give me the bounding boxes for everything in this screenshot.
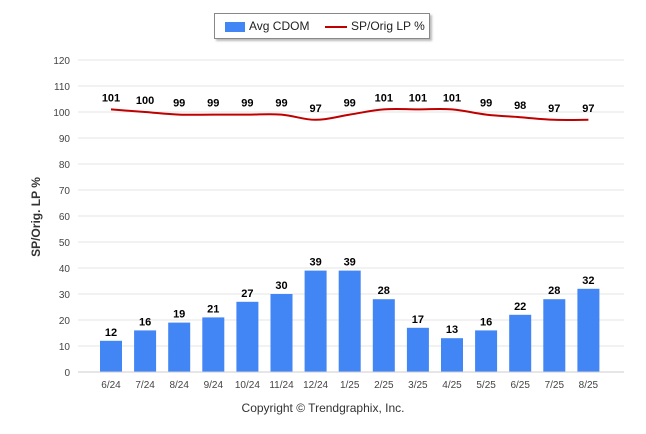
line-value-label: 97 xyxy=(309,103,321,115)
bar-value-label: 16 xyxy=(480,316,492,328)
bar-value-label: 12 xyxy=(105,327,117,339)
bar-value-label: 28 xyxy=(378,285,390,297)
line-value-label: 99 xyxy=(173,98,185,110)
line-series xyxy=(110,107,589,122)
y-axis-title: SP/Orig. LP % xyxy=(29,177,43,257)
y-tick-label: 10 xyxy=(59,342,71,353)
bar-12/24 xyxy=(304,270,327,372)
bar-value-label: 39 xyxy=(309,257,321,269)
line-value-label: 101 xyxy=(375,92,393,104)
bar-2/25 xyxy=(372,299,395,372)
y-tick-label: 100 xyxy=(53,108,70,119)
legend-label: SP/Orig LP % xyxy=(351,19,425,33)
x-tick-label: 8/24 xyxy=(169,380,189,391)
x-tick-label: 4/25 xyxy=(442,380,462,391)
bar-7/25 xyxy=(543,299,566,372)
line-value-label: 99 xyxy=(275,98,287,110)
x-tick-label: 9/24 xyxy=(204,380,224,391)
legend-line-swatch xyxy=(325,25,347,28)
axes: 0 10 20 30 40 50 60 70 80 90 100 110 120 6/24 7/24 8/24… xyxy=(53,56,624,391)
bar-value-label: 17 xyxy=(412,314,424,326)
y-tick-label: 40 xyxy=(59,264,71,275)
y-tick-label: 110 xyxy=(54,82,70,93)
x-tick-label: 7/24 xyxy=(135,380,155,391)
line-value-label: 99 xyxy=(480,98,492,110)
bar-4/25 xyxy=(441,338,463,372)
bar-1/25 xyxy=(338,270,361,372)
x-tick-label: 6/24 xyxy=(101,380,121,391)
y-tick-label: 80 xyxy=(59,160,71,171)
bar-value-label: 30 xyxy=(275,280,287,292)
bar-value-label: 21 xyxy=(207,303,219,315)
x-tick-label: 2/25 xyxy=(374,380,394,391)
bar-6/25 xyxy=(509,314,532,372)
line-value-label: 101 xyxy=(443,92,461,104)
bar-9/24 xyxy=(202,317,225,372)
y-tick-label: 50 xyxy=(59,238,71,249)
bar-value-label: 39 xyxy=(344,257,356,269)
y-tick-label: 90 xyxy=(59,134,71,145)
bar-value-label: 22 xyxy=(514,301,526,313)
bar-value-label: 28 xyxy=(548,285,560,297)
grid-lines xyxy=(78,59,624,373)
x-tick-label: 11/24 xyxy=(269,380,294,391)
line-value-label: 100 xyxy=(136,95,154,107)
line-value-label: 101 xyxy=(102,92,120,104)
sp-orig-lp-line xyxy=(110,107,589,122)
y-tick-label: 20 xyxy=(59,316,71,327)
legend-bar-swatch xyxy=(225,21,245,32)
bar-8/25 xyxy=(577,288,600,372)
bar-value-label: 27 xyxy=(241,288,253,300)
bar-value-label: 32 xyxy=(582,275,594,287)
line-value-label: 97 xyxy=(582,103,594,115)
x-tick-label: 10/24 xyxy=(235,380,260,391)
chart-legend: Avg CDOM SP/Orig LP % xyxy=(214,13,430,39)
y-tick-label: 120 xyxy=(53,56,70,67)
x-tick-label: 3/25 xyxy=(408,380,428,391)
bar-10/24 xyxy=(236,301,259,372)
bar-series xyxy=(100,270,600,372)
y-tick-label: 0 xyxy=(64,368,70,379)
copyright-footer: Copyright © Trendgraphix, Inc. xyxy=(241,401,405,415)
legend-item-sp-orig-lp: SP/Orig LP % xyxy=(325,14,425,38)
bar-11/24 xyxy=(270,294,293,372)
legend-label: Avg CDOM xyxy=(249,19,310,33)
line-value-label: 97 xyxy=(548,103,560,115)
x-tick-label: 8/25 xyxy=(579,380,599,391)
line-value-label: 99 xyxy=(207,98,219,110)
line-value-label: 101 xyxy=(409,92,427,104)
bar-5/25 xyxy=(475,330,498,372)
y-tick-label: 70 xyxy=(59,186,71,197)
line-value-label: 98 xyxy=(514,100,526,112)
bar-value-label: 13 xyxy=(446,324,458,336)
bar-3/25 xyxy=(406,327,429,372)
y-tick-label: 60 xyxy=(59,212,71,223)
bar-6/24 xyxy=(100,340,122,372)
bar-7/24 xyxy=(134,330,157,372)
x-tick-label: 1/25 xyxy=(340,380,360,391)
data-labels: 12 16 19 21 27 30 39 39 28 17 13 16 22 28 32 101 100 99 99… xyxy=(102,92,595,338)
line-value-label: 99 xyxy=(344,98,356,110)
x-tick-label: 5/25 xyxy=(476,380,496,391)
legend-item-avg-cdom: Avg CDOM xyxy=(225,14,309,38)
x-tick-label: 7/25 xyxy=(545,380,565,391)
bar-value-label: 16 xyxy=(139,316,151,328)
bar-value-label: 19 xyxy=(173,309,185,321)
x-tick-label: 6/25 xyxy=(510,380,530,391)
bar-8/24 xyxy=(168,322,191,372)
y-tick-label: 30 xyxy=(59,290,71,301)
x-tick-label: 12/24 xyxy=(303,380,328,391)
line-value-label: 99 xyxy=(241,98,253,110)
